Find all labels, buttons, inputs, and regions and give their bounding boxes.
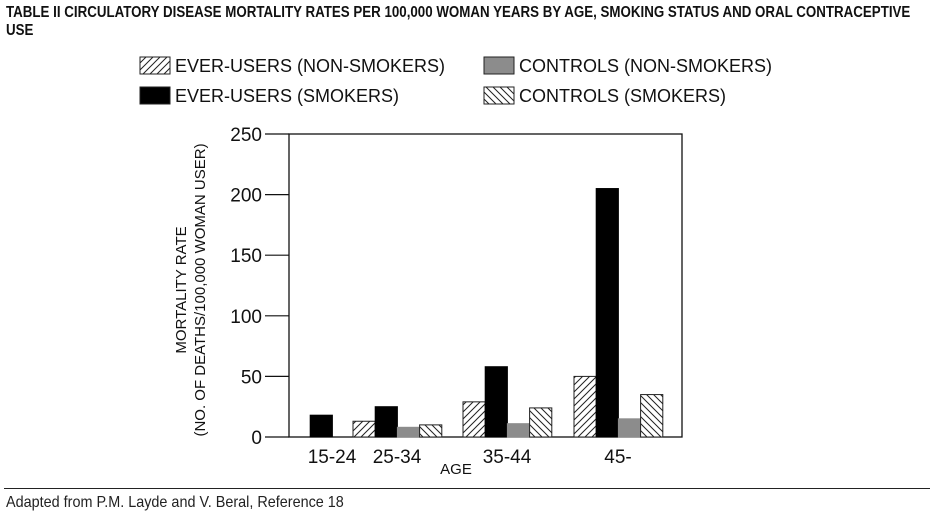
legend-swatch (483, 86, 515, 105)
bar-35-44-0 (462, 401, 486, 438)
bar-35-44-2 (506, 423, 531, 438)
legend-swatch (139, 86, 171, 105)
legend-label: EVER-USERS (NON-SMOKERS) (175, 56, 445, 76)
bar-35-44-1 (484, 366, 508, 438)
y-tick-label: 150 (230, 246, 262, 267)
chart-title: TABLE II CIRCULATORY DISEASE MORTALITY R… (6, 4, 911, 39)
x-tick-label: 25-34 (373, 447, 422, 468)
y-axis-label-2: (NO. OF DEATHS/100,000 WOMAN USER) (192, 143, 209, 436)
legend-label: EVER-USERS (SMOKERS) (175, 86, 399, 106)
bar-35-44-3 (529, 407, 553, 438)
bar-45--1 (595, 188, 619, 438)
bars (309, 188, 664, 438)
legend-label: CONTROLS (SMOKERS) (519, 86, 726, 106)
legend-label: CONTROLS (NON-SMOKERS) (519, 56, 772, 76)
y-tick-label: 250 (230, 125, 262, 146)
legend: EVER-USERS (NON-SMOKERS) EVER-USERS (SMOK… (139, 56, 772, 106)
x-tick-label: 15-24 (308, 447, 357, 468)
x-tick-label: 45- (604, 447, 631, 468)
y-tick-label: 200 (230, 186, 262, 207)
bar-45--3 (640, 394, 664, 438)
axes: 0 50 100 150 200 250 MORTALITY RATE (NO. OF DEA… (173, 125, 683, 478)
y-tick-label: 0 (251, 428, 262, 449)
bar-15-24-1 (309, 414, 333, 438)
legend-swatch (483, 56, 515, 75)
legend-swatch (139, 56, 171, 75)
bar-25-34-0 (352, 420, 376, 438)
source-note: Adapted from P.M. Layde and V. Beral, Re… (6, 494, 344, 511)
y-tick-label: 100 (230, 307, 262, 328)
bar-25-34-1 (374, 406, 398, 438)
bar-45--2 (617, 418, 642, 438)
x-axis-label: AGE (440, 461, 472, 478)
bar-25-34-3 (419, 424, 443, 438)
bar-25-34-2 (396, 426, 421, 438)
y-axis-label: MORTALITY RATE (173, 226, 190, 353)
footer-divider (4, 488, 930, 489)
y-tick-label: 50 (241, 367, 262, 388)
x-tick-label: 35-44 (483, 447, 532, 468)
bar-45--0 (573, 375, 597, 438)
